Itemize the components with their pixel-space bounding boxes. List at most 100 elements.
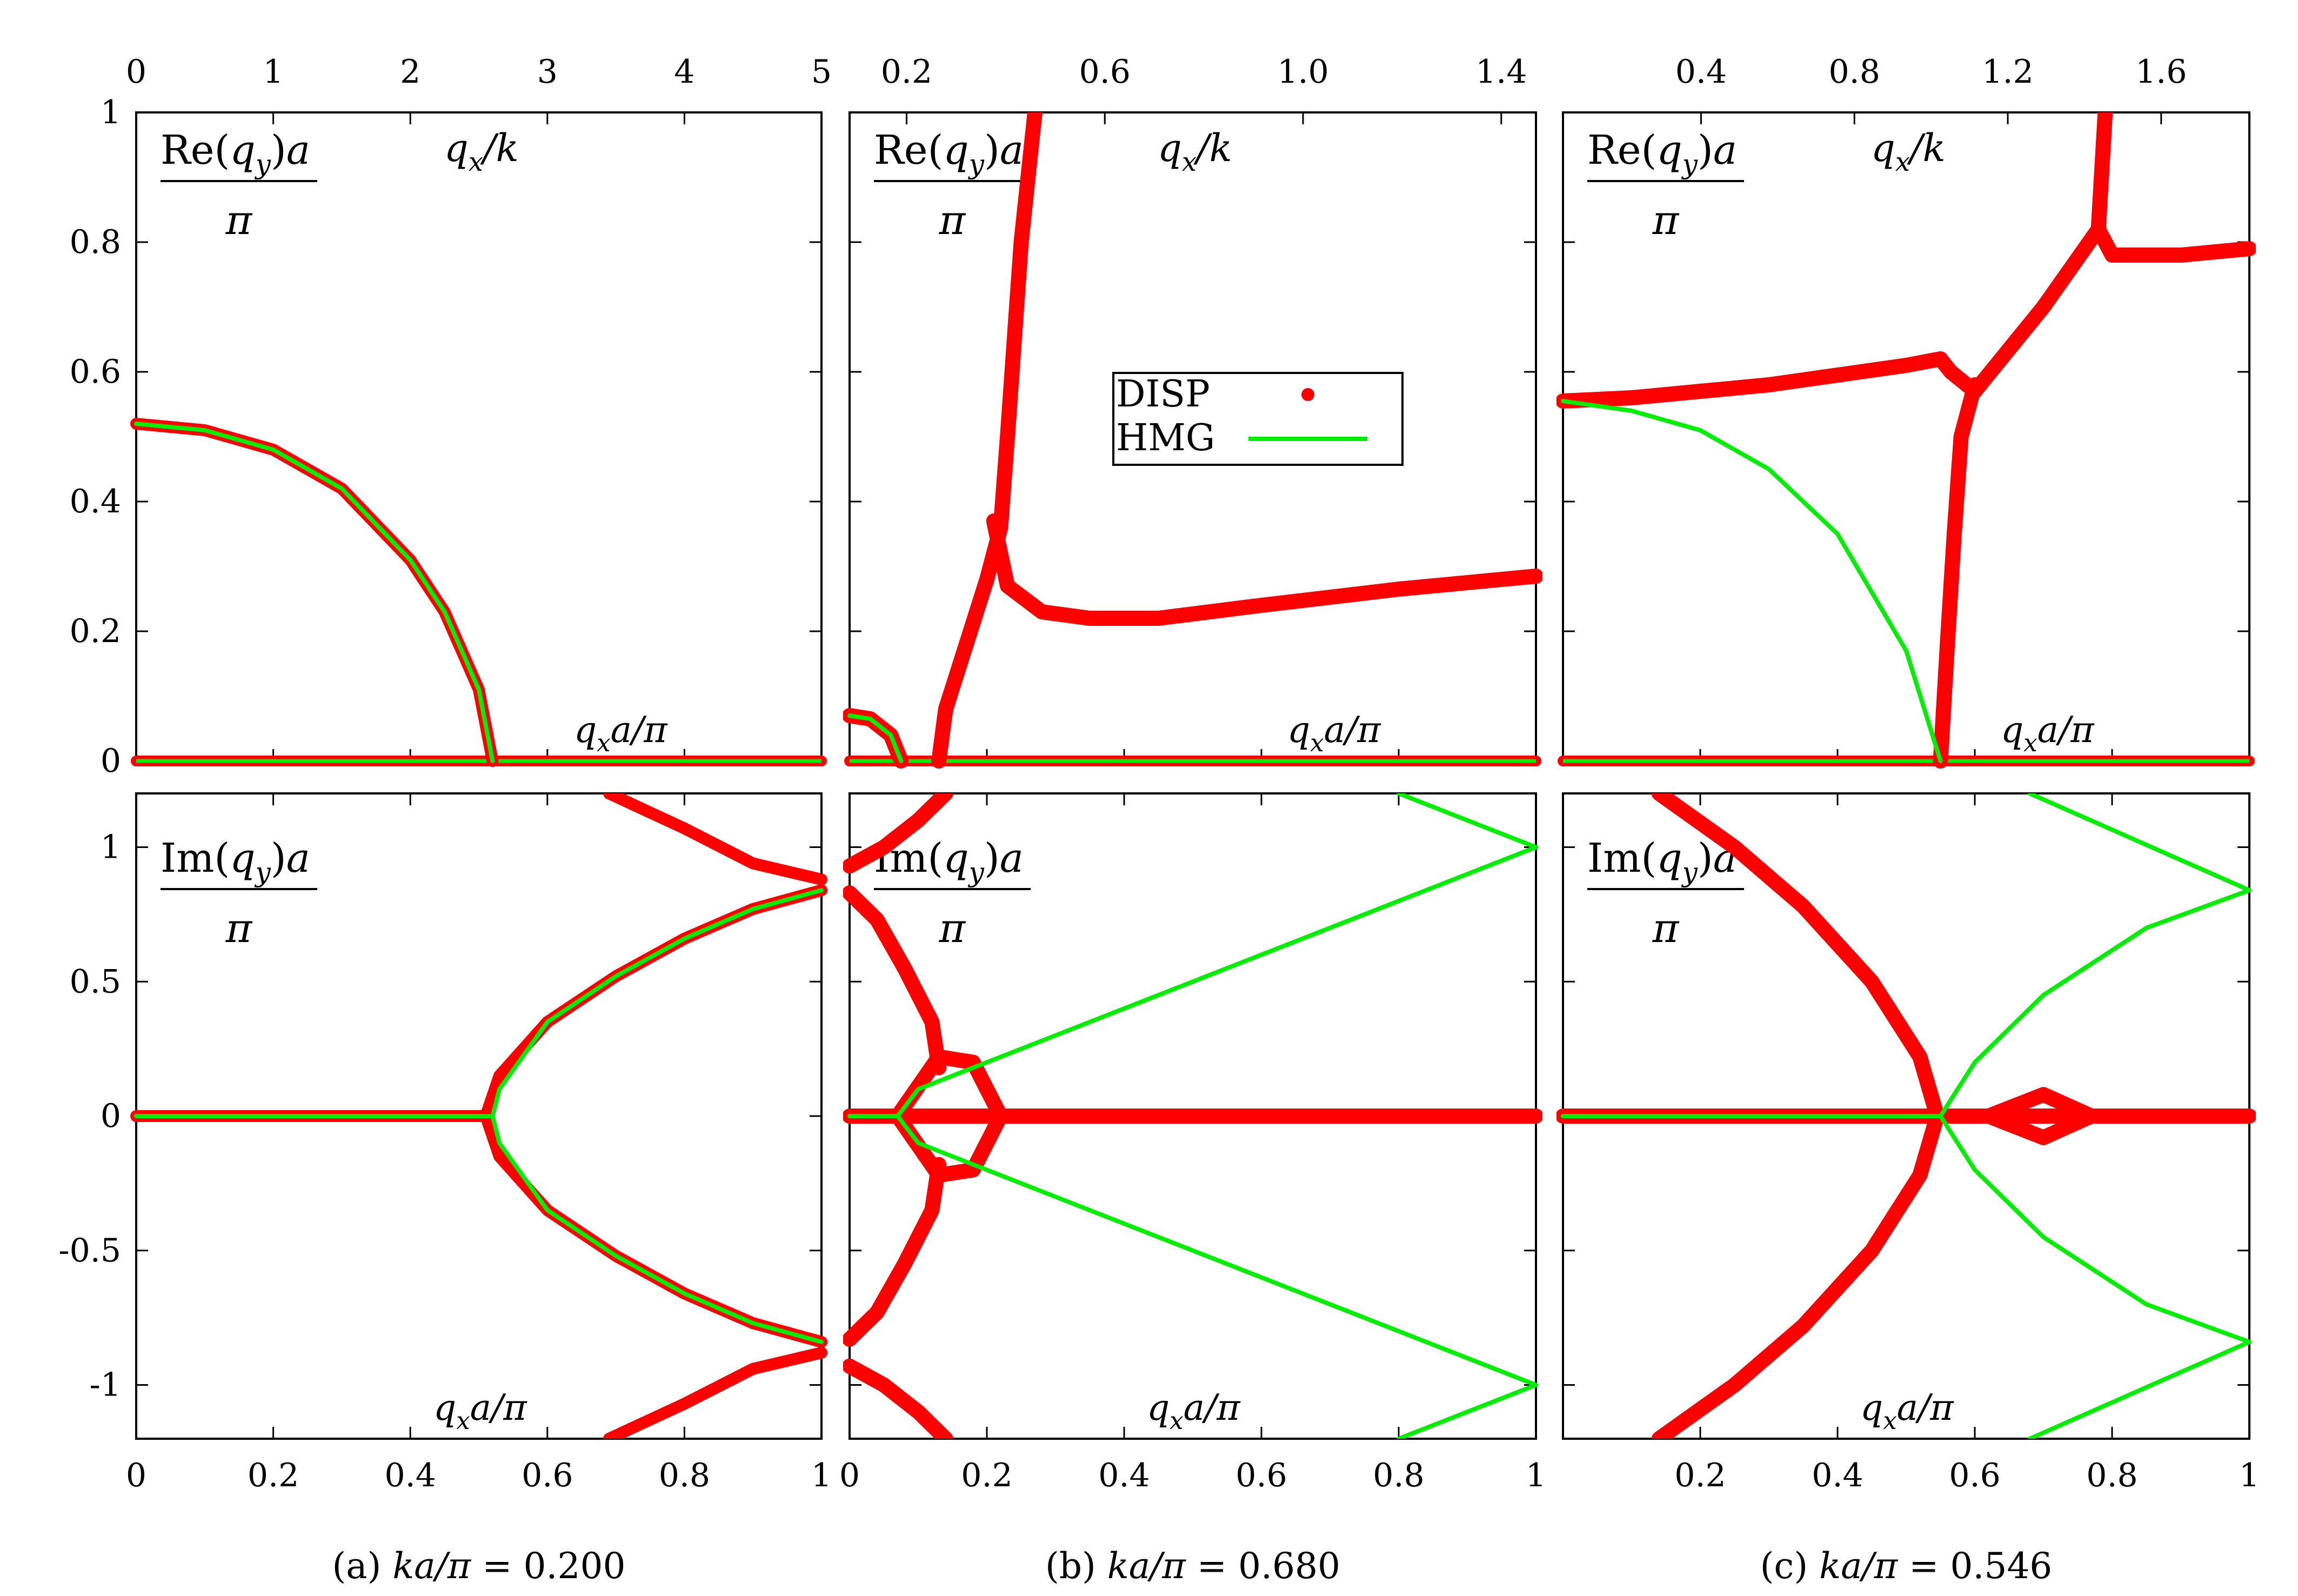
qx-over-k-label: qx/k bbox=[444, 126, 519, 177]
qx-over-k-label: qx/k bbox=[1871, 126, 1946, 177]
legend-disp-label: DISP bbox=[1116, 373, 1210, 416]
im-axis-label-numerator: Im(qy)a bbox=[161, 835, 310, 888]
disp-im-curve bbox=[479, 1110, 827, 1348]
panel-column-2: 0 0.2 0.4 0.6 0.8 10.2 0.6 1.0 1.4Re(qy)aπIm(qy)… bbox=[839, 53, 1546, 1587]
y-tick-label-im: 1 bbox=[101, 829, 121, 866]
hmg-im-curve bbox=[2027, 1339, 2252, 1439]
y-tick-label-re: 0.6 bbox=[70, 353, 121, 391]
hmg-re-curve bbox=[134, 422, 495, 763]
disp-im-curve bbox=[843, 1358, 953, 1439]
qxa-label-im: qxa/π bbox=[433, 1387, 527, 1435]
y-tick-label-re: 0 bbox=[101, 742, 121, 780]
y-tick-label-im: 0 bbox=[101, 1097, 121, 1135]
top-axis-tick-label: 0.8 bbox=[1829, 53, 1880, 91]
re-axis-label-numerator: Re(qy)a bbox=[874, 127, 1024, 180]
panel-column-1: 00.20.40.60.81-1-0.500.510 0.2 0.4 0.6 0.8 10… bbox=[58, 53, 832, 1587]
subfigure-caption: (b) ka/π = 0.680 bbox=[1045, 1545, 1340, 1587]
x-tick-label: 0.6 bbox=[1949, 1457, 2000, 1494]
top-axis-tick-label: 1.2 bbox=[1982, 53, 2033, 91]
re-axis-label-denominator: π bbox=[1652, 197, 1680, 244]
x-tick-label: 0.8 bbox=[1373, 1457, 1424, 1494]
hmg-im-curve bbox=[134, 888, 824, 1118]
im-axis-label-numerator: Im(qy)a bbox=[1587, 835, 1737, 888]
re-axis-label-numerator: Re(qy)a bbox=[1587, 127, 1737, 180]
disp-re-curve bbox=[2090, 222, 2256, 263]
hmg-re-curve bbox=[1561, 399, 1943, 763]
x-tick-label: 0.4 bbox=[384, 1457, 436, 1494]
y-tick-label-im: -0.5 bbox=[58, 1232, 121, 1270]
disp-im-curve bbox=[1981, 1087, 2099, 1145]
top-axis-tick-label: 1.4 bbox=[1475, 53, 1527, 91]
x-tick-label: 0.2 bbox=[961, 1457, 1012, 1494]
legend-hmg-label: HMG bbox=[1116, 417, 1215, 459]
x-tick-label: 1 bbox=[2239, 1457, 2260, 1494]
top-axis-tick-label: 4 bbox=[674, 53, 694, 91]
x-tick-label: 1 bbox=[1526, 1457, 1546, 1494]
hmg-im-curve bbox=[895, 1114, 1538, 1387]
re-axis-label-denominator: π bbox=[225, 197, 253, 244]
hmg-im-curve bbox=[847, 845, 1538, 1118]
x-tick-label: 0 bbox=[126, 1457, 146, 1494]
y-tick-label-re: 1 bbox=[101, 94, 121, 131]
x-tick-label: 0.4 bbox=[1812, 1457, 1863, 1494]
y-tick-label-re: 0.4 bbox=[70, 483, 121, 520]
qxa-label-re: qxa/π bbox=[574, 709, 668, 757]
top-axis-tick-label: 0.2 bbox=[881, 53, 932, 91]
disp-re-curve bbox=[986, 513, 1542, 626]
hmg-im-curve bbox=[1397, 1383, 1538, 1439]
x-tick-label: 0.2 bbox=[1674, 1457, 1726, 1494]
subfigure-caption: (c) ka/π = 0.546 bbox=[1760, 1545, 2053, 1587]
top-axis-tick-label: 5 bbox=[811, 53, 832, 91]
hmg-re-curve bbox=[847, 713, 904, 763]
y-tick-label-im: 0.5 bbox=[70, 963, 121, 1000]
top-axis-tick-label: 1.0 bbox=[1277, 53, 1328, 91]
qxa-label-re: qxa/π bbox=[1287, 709, 1381, 757]
top-axis-tick-label: 0 bbox=[126, 53, 146, 91]
x-tick-label: 0.8 bbox=[2086, 1457, 2137, 1494]
y-tick-label-re: 0.2 bbox=[70, 612, 121, 650]
re-axis-label: Re(qy)a π bbox=[874, 127, 1031, 244]
top-axis-tick-label: 3 bbox=[537, 53, 558, 91]
im-axis-label: Im(qy)a π bbox=[161, 835, 317, 952]
y-tick-label-im: -1 bbox=[90, 1366, 121, 1404]
hmg-im-curve bbox=[1397, 793, 1538, 850]
x-tick-label: 0.4 bbox=[1098, 1457, 1150, 1494]
x-tick-label: 0 bbox=[839, 1457, 860, 1494]
disp-im-curve bbox=[1651, 793, 1945, 1124]
hmg-im-curve bbox=[490, 1114, 824, 1344]
hmg-im-curve bbox=[1561, 888, 2252, 1118]
qxa-label-re: qxa/π bbox=[2001, 709, 2095, 757]
re-axis-label: Re(qy)a π bbox=[161, 127, 317, 244]
panel-column-3: 0.2 0.4 0.6 0.8 10.4 0.8 1.2 1.6Re(qy)aπIm(qy)a… bbox=[1557, 53, 2260, 1587]
qx-over-k-label: qx/k bbox=[1158, 126, 1232, 177]
top-axis-tick-label: 1.6 bbox=[2135, 53, 2187, 91]
im-axis-label-denominator: π bbox=[225, 905, 253, 952]
re-axis-label-denominator: π bbox=[939, 197, 966, 244]
im-axis-label-denominator: π bbox=[1652, 905, 1680, 952]
x-tick-label: 0.6 bbox=[1235, 1457, 1287, 1494]
x-tick-label: 0.2 bbox=[248, 1457, 299, 1494]
disp-im-curve bbox=[843, 1157, 947, 1347]
legend-box bbox=[1112, 372, 1404, 466]
disp-im-curve bbox=[603, 793, 827, 886]
legend-disp-marker bbox=[1301, 388, 1314, 401]
x-tick-label: 0.6 bbox=[522, 1457, 573, 1494]
im-axis-label: Im(qy)aπ bbox=[874, 835, 1031, 952]
disp-re-curve bbox=[1557, 112, 2113, 409]
top-axis-tick-label: 1 bbox=[263, 53, 284, 91]
top-axis-tick-label: 0.4 bbox=[1675, 53, 1727, 91]
top-axis-tick-label: 2 bbox=[400, 53, 420, 91]
top-axis-tick-label: 0.6 bbox=[1079, 53, 1131, 91]
qxa-label-im: qxa/π bbox=[1147, 1387, 1241, 1435]
disp-im-curve bbox=[843, 793, 953, 874]
disp-im-curve bbox=[603, 1346, 827, 1439]
im-axis-label-denominator: π bbox=[939, 905, 966, 952]
im-axis-label: Im(qy)a π bbox=[1587, 835, 1744, 952]
disp-im-curve bbox=[1651, 1108, 1945, 1439]
qxa-label-im: qxa/π bbox=[1860, 1387, 1954, 1435]
y-tick-label-re: 0.8 bbox=[70, 223, 121, 261]
legend: DISP HMG bbox=[1112, 372, 1404, 466]
disp-im-curve bbox=[890, 1049, 1008, 1183]
x-tick-label: 0.8 bbox=[659, 1457, 710, 1494]
